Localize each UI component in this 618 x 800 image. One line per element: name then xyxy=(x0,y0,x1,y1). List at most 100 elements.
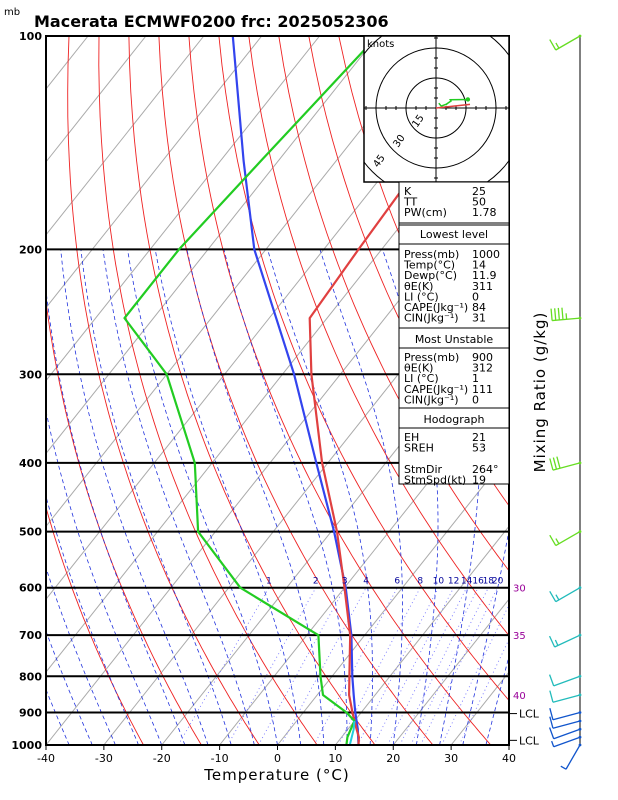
wind-barb-flag xyxy=(554,308,557,321)
moist-adiabat-line xyxy=(223,249,348,745)
moist-adiabat-line xyxy=(102,249,255,745)
index-label: Press(mb) xyxy=(404,351,459,364)
lowest-level-box xyxy=(398,222,510,329)
wind-barb-dot xyxy=(578,633,582,637)
isotherm-line xyxy=(46,36,378,455)
index-label: Temp(°C) xyxy=(403,259,455,272)
parcel-profile-line xyxy=(231,36,360,745)
temperature-tick-label: -20 xyxy=(153,752,171,765)
moist-adiabat-line xyxy=(127,249,278,745)
index-value: 14 xyxy=(472,259,486,272)
wind-barb-staff xyxy=(552,711,581,721)
mixing-ratio-line xyxy=(178,587,270,745)
moist-adiabat-line xyxy=(46,409,163,745)
index-value: 1.78 xyxy=(472,206,497,219)
sounding-profiles xyxy=(123,36,500,745)
lcl-label: LCL xyxy=(519,708,540,721)
index-value: 900 xyxy=(472,351,493,364)
hodograph-trace xyxy=(438,98,468,107)
wind-barb-dot xyxy=(578,586,582,590)
wind-barb-flag xyxy=(552,457,558,470)
theta-label: 40 xyxy=(513,691,526,702)
pressure-tick-label: 1000 xyxy=(11,739,42,752)
index-label: StmDir xyxy=(404,463,443,476)
temperature-profile-line xyxy=(308,36,500,745)
wind-barb-half-flag xyxy=(565,313,568,320)
mixing-ratio-label: 14 xyxy=(461,577,473,587)
index-value: 11.9 xyxy=(472,269,497,282)
pressure-tick-label: 600 xyxy=(19,582,42,595)
index-value: 311 xyxy=(472,280,493,293)
dewpoint-profile-line xyxy=(123,36,379,745)
dry-adiabat-line xyxy=(46,506,144,745)
mixing-ratio-label: 12 xyxy=(448,577,459,587)
hodograph-params-title: Hodograph xyxy=(424,413,485,426)
mixing-ratio-label: 3 xyxy=(342,577,348,587)
index-value: 50 xyxy=(472,196,486,209)
index-value: 21 xyxy=(472,431,486,444)
wind-barb-dot xyxy=(578,316,582,320)
wind-barb-dot xyxy=(578,719,582,723)
mixing-ratio-label: 1 xyxy=(266,577,272,587)
mixing-ratio-line xyxy=(227,587,317,745)
wind-barb-staff xyxy=(553,736,581,748)
wind-barb-flag xyxy=(548,635,556,648)
pressure-unit-label: mb xyxy=(4,7,20,18)
isotherm-line xyxy=(46,36,263,309)
dry-adiabat-line xyxy=(158,36,434,745)
isotherm-line xyxy=(46,36,436,528)
isotherm-line xyxy=(46,36,147,163)
wind-barb xyxy=(549,530,582,547)
wind-barb xyxy=(550,307,582,322)
mixing-ratio-label: 6 xyxy=(394,577,400,587)
wind-barb-staff xyxy=(554,634,581,648)
wind-barb xyxy=(549,716,582,729)
wind-barb-flag xyxy=(550,308,553,321)
temperature-tick-label: -40 xyxy=(37,752,55,765)
mixing-ratio-axis-label: Mixing Ratio (g/kg) xyxy=(531,312,549,473)
pressure-tick-label: 400 xyxy=(19,457,42,470)
index-label: CIN(Jkg⁻¹) xyxy=(404,393,459,406)
wind-barb-staff xyxy=(553,728,581,740)
wind-barb-dot xyxy=(578,34,582,38)
index-label: LI (°C) xyxy=(404,372,439,385)
wind-barb xyxy=(549,34,582,51)
index-label: CIN(Jkg⁻¹) xyxy=(404,312,459,325)
mixing-ratio-line xyxy=(357,587,439,745)
theta-label: 35 xyxy=(513,631,526,642)
isotherm-line xyxy=(46,36,205,236)
mixing-ratio-line xyxy=(337,587,421,745)
wind-barb-staff xyxy=(552,462,581,471)
dry-adiabat-line xyxy=(579,36,618,745)
moist-adiabat-line xyxy=(60,249,209,745)
wind-barb xyxy=(551,735,582,748)
pressure-tick-label: 500 xyxy=(19,526,42,539)
general-indices-box xyxy=(398,181,510,224)
index-value: 84 xyxy=(472,301,486,314)
dry-adiabat-line xyxy=(98,36,318,745)
moist-adiabat-line xyxy=(186,249,325,745)
index-label: θE(K) xyxy=(404,280,433,293)
moist-adiabat-line xyxy=(46,566,116,745)
wind-barb-half-flag xyxy=(560,765,567,770)
wind-barb-half-flag xyxy=(551,740,555,748)
temperature-tick-label: 20 xyxy=(386,752,400,765)
mixing-ratio-label: 16 xyxy=(472,577,484,587)
wind-barb-staff xyxy=(555,587,581,603)
wind-barb-dot xyxy=(578,735,582,739)
index-value: 25 xyxy=(472,185,486,198)
pressure-tick-label: 200 xyxy=(19,243,42,256)
dry-adiabat-line xyxy=(549,36,618,745)
wind-barb xyxy=(549,586,582,603)
index-value: 264° xyxy=(472,463,499,476)
wind-barb xyxy=(560,743,582,770)
wind-barb-staff xyxy=(553,675,581,687)
wind-barb-flag xyxy=(549,716,554,729)
index-value: 53 xyxy=(472,442,486,455)
wind-barb-dot xyxy=(578,530,582,533)
index-label: Dewp(°C) xyxy=(404,269,457,282)
wind-barb-staff xyxy=(552,694,581,703)
isotherm-line xyxy=(103,233,509,745)
index-label: θE(K) xyxy=(404,362,433,375)
